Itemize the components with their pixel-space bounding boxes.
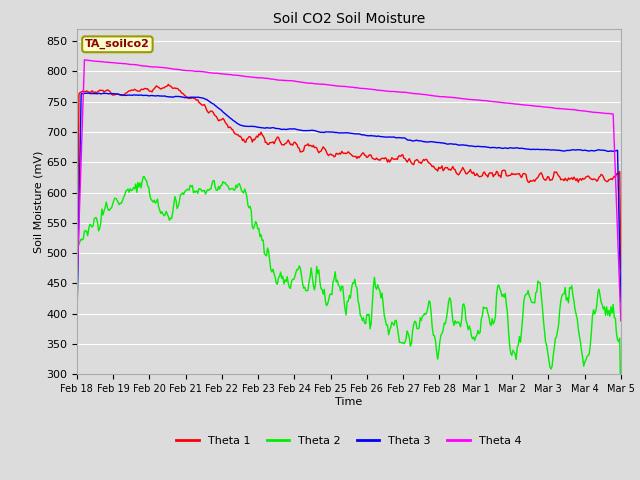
- Title: Soil CO2 Soil Moisture: Soil CO2 Soil Moisture: [273, 12, 425, 26]
- Legend: Theta 1, Theta 2, Theta 3, Theta 4: Theta 1, Theta 2, Theta 3, Theta 4: [172, 432, 525, 451]
- X-axis label: Time: Time: [335, 397, 362, 407]
- Y-axis label: Soil Moisture (mV): Soil Moisture (mV): [33, 150, 43, 253]
- Text: TA_soilco2: TA_soilco2: [85, 39, 150, 49]
